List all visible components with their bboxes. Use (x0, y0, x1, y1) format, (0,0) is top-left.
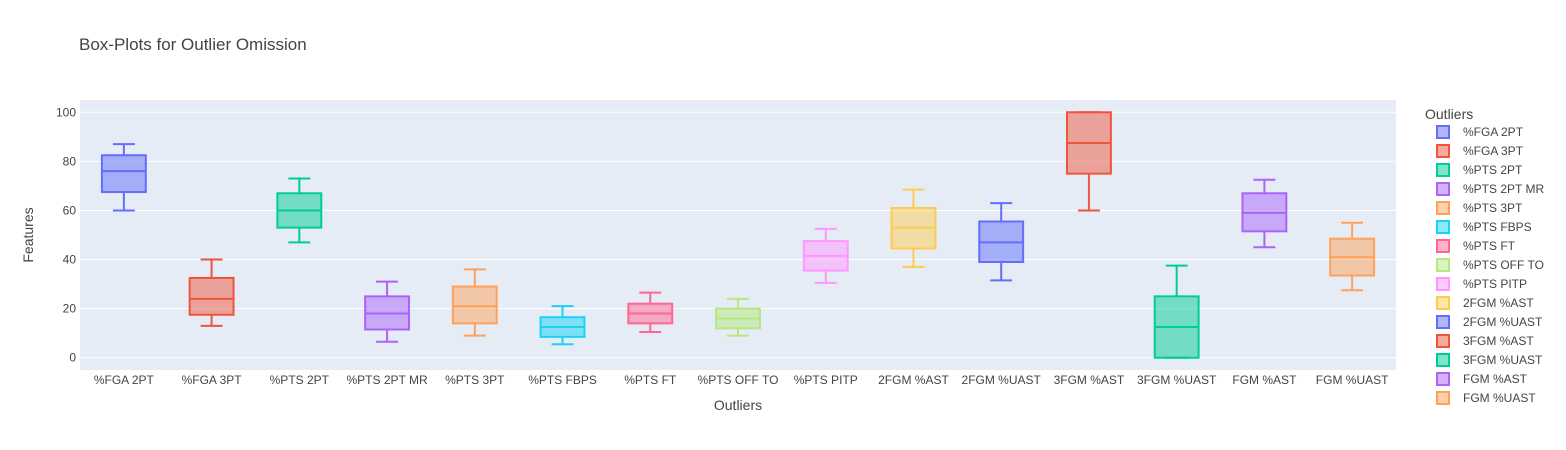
legend-label: FGM %AST (1463, 372, 1528, 386)
legend-item[interactable]: %PTS OFF TO (1436, 258, 1544, 272)
y-tick-label: 40 (63, 253, 77, 267)
iqr-box (100, 154, 147, 194)
legend-swatch (1436, 334, 1450, 348)
legend-item[interactable]: FGM %AST (1436, 372, 1528, 386)
x-tick-label: FGM %UAST (1316, 373, 1389, 387)
box-14[interactable] (1241, 178, 1288, 249)
legend-swatch (1436, 220, 1450, 234)
y-tick-label: 60 (63, 203, 77, 217)
legend-item[interactable]: 2FGM %UAST (1436, 315, 1543, 329)
box-4[interactable] (364, 280, 410, 343)
box-12[interactable] (1066, 111, 1112, 212)
x-tick-label: %PTS FT (624, 373, 677, 387)
x-tick-label: %FGA 2PT (94, 373, 155, 387)
x-tick-label: %PTS 2PT MR (346, 373, 427, 387)
legend-swatch (1436, 125, 1450, 139)
legend-item[interactable]: 3FGM %UAST (1436, 353, 1543, 367)
legend-swatch (1436, 258, 1450, 272)
legend-title: Outliers (1425, 106, 1473, 122)
legend-item[interactable]: FGM %UAST (1436, 391, 1536, 405)
legend-swatch (1436, 239, 1450, 253)
box-1[interactable] (100, 143, 147, 212)
legend-label: 2FGM %UAST (1463, 315, 1543, 329)
y-tick-label: 100 (56, 105, 76, 119)
x-tick-label: %FGA 3PT (182, 373, 243, 387)
legend-label: 3FGM %UAST (1463, 353, 1543, 367)
y-axis-ticks: 0 20 40 60 80 100 (56, 105, 76, 364)
legend-label: %PTS PITP (1463, 277, 1527, 291)
legend-item[interactable]: %PTS FBPS (1436, 220, 1532, 234)
legend-item[interactable]: %FGA 3PT (1436, 144, 1524, 158)
legend-item[interactable]: %FGA 2PT (1436, 125, 1524, 139)
legend-swatch (1436, 163, 1450, 177)
legend-label: %PTS 2PT (1463, 163, 1523, 177)
x-tick-label: FGM %AST (1232, 373, 1297, 387)
y-tick-label: 20 (63, 302, 77, 316)
x-tick-label: %PTS FBPS (528, 373, 597, 387)
box-15[interactable] (1329, 221, 1376, 292)
box-11[interactable] (978, 202, 1025, 282)
legend-item[interactable]: 2FGM %AST (1436, 296, 1534, 310)
legend-item[interactable]: %PTS FT (1436, 239, 1516, 253)
legend: %FGA 2PT %FGA 3PT %PTS 2PT %PTS 2PT MR %PTS … (1436, 125, 1544, 405)
iqr-box (188, 276, 235, 316)
box-8[interactable] (715, 297, 761, 337)
box-9[interactable] (802, 227, 849, 284)
box-6[interactable] (539, 305, 586, 346)
legend-label: %PTS FBPS (1463, 220, 1532, 234)
legend-item[interactable]: %PTS 3PT (1436, 201, 1523, 215)
legend-label: %PTS 3PT (1463, 201, 1523, 215)
legend-item[interactable]: 3FGM %AST (1436, 334, 1534, 348)
x-tick-label: %PTS PITP (794, 373, 858, 387)
box-13[interactable] (1153, 264, 1200, 359)
boxes (100, 111, 1376, 359)
legend-item[interactable]: %PTS PITP (1436, 277, 1527, 291)
legend-label: %PTS FT (1463, 239, 1516, 253)
legend-label: 3FGM %AST (1463, 334, 1534, 348)
x-tick-label: %PTS 3PT (445, 373, 505, 387)
legend-label: %PTS 2PT MR (1463, 182, 1544, 196)
legend-item[interactable]: %PTS 2PT MR (1436, 182, 1544, 196)
chart-title: Box-Plots for Outlier Omission (79, 35, 307, 54)
box-5[interactable] (451, 268, 498, 337)
legend-swatch (1436, 182, 1450, 196)
y-tick-label: 0 (69, 351, 76, 365)
legend-swatch (1436, 296, 1450, 310)
legend-label: %FGA 2PT (1463, 125, 1524, 139)
legend-swatch (1436, 353, 1450, 367)
box-10[interactable] (890, 188, 937, 268)
box-3[interactable] (276, 177, 323, 244)
legend-item[interactable]: %PTS 2PT (1436, 163, 1523, 177)
x-tick-label: %PTS 2PT (270, 373, 330, 387)
legend-swatch (1436, 201, 1450, 215)
box-7[interactable] (627, 291, 674, 333)
x-tick-label: 2FGM %UAST (962, 373, 1042, 387)
legend-swatch (1436, 144, 1450, 158)
legend-label: %FGA 3PT (1463, 144, 1524, 158)
x-axis-ticks: %FGA 2PT %FGA 3PT %PTS 2PT %PTS 2PT MR %PTS … (94, 373, 1389, 387)
legend-swatch (1436, 315, 1450, 329)
x-tick-label: 3FGM %UAST (1137, 373, 1217, 387)
y-tick-label: 80 (63, 154, 77, 168)
y-axis-title: Features (20, 207, 36, 262)
legend-swatch (1436, 277, 1450, 291)
box-2[interactable] (188, 258, 235, 327)
iqr-box (451, 285, 498, 325)
legend-label: FGM %UAST (1463, 391, 1536, 405)
x-axis-title: Outliers (714, 397, 762, 413)
x-tick-label: 3FGM %AST (1054, 373, 1125, 387)
x-tick-label: %PTS OFF TO (698, 373, 779, 387)
legend-label: %PTS OFF TO (1463, 258, 1544, 272)
legend-swatch (1436, 391, 1450, 405)
x-tick-label: 2FGM %AST (878, 373, 949, 387)
legend-swatch (1436, 372, 1450, 386)
legend-label: 2FGM %AST (1463, 296, 1534, 310)
